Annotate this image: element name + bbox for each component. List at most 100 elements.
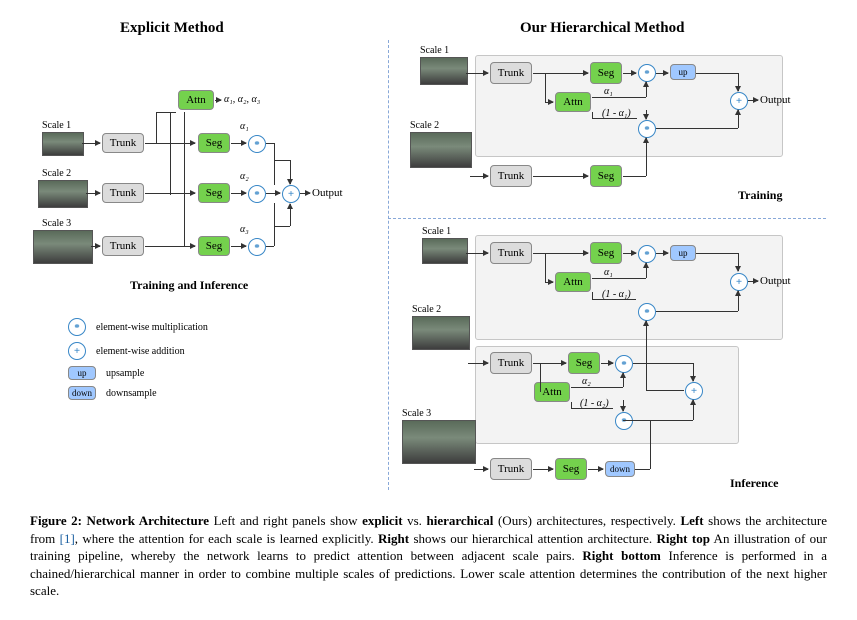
left-title: Explicit Method bbox=[120, 20, 224, 37]
line bbox=[592, 97, 646, 98]
arrow bbox=[601, 363, 613, 364]
line bbox=[646, 321, 647, 390]
line bbox=[571, 402, 572, 408]
up-icon: up bbox=[68, 366, 96, 380]
legend: element-wise multiplication element-wise… bbox=[68, 318, 208, 406]
scale2-label: Scale 2 bbox=[42, 168, 71, 179]
arrow bbox=[266, 193, 280, 194]
line bbox=[592, 292, 593, 299]
rt-subcaption: Training bbox=[738, 188, 782, 203]
rb-scale2: Scale 2 bbox=[412, 304, 441, 315]
rt-thumb2 bbox=[410, 132, 472, 168]
legend-mul-label: element-wise multiplication bbox=[96, 322, 208, 333]
mul-2 bbox=[248, 185, 266, 203]
line bbox=[545, 73, 546, 102]
rt-up: up bbox=[670, 64, 696, 80]
trunk-2: Trunk bbox=[102, 183, 144, 203]
seg-2: Seg bbox=[198, 183, 230, 203]
rb-mul3 bbox=[615, 355, 633, 373]
rb-subcaption: Inference bbox=[730, 476, 778, 491]
rb-up: up bbox=[670, 245, 696, 261]
line bbox=[623, 400, 624, 411]
arrow bbox=[623, 73, 636, 74]
rt-trunk2: Trunk bbox=[490, 165, 532, 187]
add-icon bbox=[68, 342, 86, 360]
rt-trunk1: Trunk bbox=[490, 62, 532, 84]
rt-mul1 bbox=[638, 64, 656, 82]
rb-output: Output bbox=[760, 275, 791, 287]
legend-row-mul: element-wise multiplication bbox=[68, 318, 208, 336]
scale3-thumb bbox=[33, 230, 93, 264]
rb-thumb2 bbox=[412, 316, 470, 350]
line bbox=[592, 278, 646, 279]
caption-t2: vs. bbox=[403, 513, 427, 528]
rb-scale3: Scale 3 bbox=[402, 408, 431, 419]
caption-lead: Figure 2: Network Architecture bbox=[30, 513, 209, 528]
line bbox=[571, 387, 623, 388]
line bbox=[545, 253, 546, 282]
rb-trunk2: Trunk bbox=[490, 352, 532, 374]
mul-1 bbox=[248, 135, 266, 153]
alpha-list: α₁, α₂, α₃ bbox=[224, 94, 260, 105]
scale3-label: Scale 3 bbox=[42, 218, 71, 229]
legend-row-down: down downsample bbox=[68, 386, 208, 400]
rt-add bbox=[730, 92, 748, 110]
arrow bbox=[466, 253, 488, 254]
rb-down: down bbox=[605, 461, 635, 477]
caption-ref[interactable]: [1] bbox=[60, 531, 75, 546]
line bbox=[646, 390, 684, 391]
line bbox=[623, 373, 624, 387]
arrow bbox=[533, 176, 588, 177]
arrow bbox=[533, 363, 566, 364]
rb-seg2: Seg bbox=[568, 352, 600, 374]
arrow bbox=[656, 73, 668, 74]
arrow bbox=[300, 193, 310, 194]
line bbox=[635, 469, 650, 470]
line bbox=[738, 291, 739, 311]
line bbox=[738, 73, 739, 91]
scale2-thumb bbox=[38, 180, 88, 208]
caption-b6: Right bottom bbox=[582, 548, 660, 563]
alpha2-label: α₂ bbox=[240, 171, 249, 182]
down-icon: down bbox=[68, 386, 96, 400]
line bbox=[290, 160, 291, 184]
rt-mul2 bbox=[638, 120, 656, 138]
caption-t3: (Ours) architectures, respectively. bbox=[493, 513, 680, 528]
line bbox=[656, 128, 738, 129]
rb-thumb3 bbox=[402, 420, 476, 464]
arrow bbox=[82, 143, 100, 144]
line bbox=[592, 299, 636, 300]
rb-thumb1 bbox=[422, 238, 468, 264]
arrow bbox=[533, 253, 588, 254]
line bbox=[696, 73, 738, 74]
legend-add-label: element-wise addition bbox=[96, 346, 185, 357]
caption-t6: shows our hierarchical attention archite… bbox=[409, 531, 656, 546]
arrow bbox=[533, 469, 553, 470]
line bbox=[274, 160, 290, 161]
line bbox=[623, 420, 650, 421]
line bbox=[636, 118, 637, 119]
arrow bbox=[588, 469, 603, 470]
caption-t5: , where the attention for each scale is … bbox=[75, 531, 378, 546]
rb-a2: α₂ bbox=[582, 376, 591, 387]
caption-b2: hierarchical bbox=[426, 513, 493, 528]
rt-attn: Attn bbox=[555, 92, 591, 112]
rt-seg2: Seg bbox=[590, 165, 622, 187]
rb-scale1: Scale 1 bbox=[422, 226, 451, 237]
trunk-3: Trunk bbox=[102, 236, 144, 256]
horizontal-divider bbox=[388, 218, 826, 219]
add-left bbox=[282, 185, 300, 203]
figure-area: Explicit Method Our Hierarchical Method … bbox=[30, 20, 827, 500]
trunk-1: Trunk bbox=[102, 133, 144, 153]
line bbox=[623, 176, 646, 177]
line bbox=[156, 112, 157, 143]
line bbox=[274, 203, 275, 246]
rb-seg3: Seg bbox=[555, 458, 587, 480]
line bbox=[646, 110, 647, 119]
rt-output: Output bbox=[760, 94, 791, 106]
line bbox=[693, 363, 694, 381]
arrow bbox=[468, 363, 488, 364]
arrow bbox=[748, 281, 758, 282]
arrow bbox=[474, 469, 488, 470]
mul-3 bbox=[248, 238, 266, 256]
